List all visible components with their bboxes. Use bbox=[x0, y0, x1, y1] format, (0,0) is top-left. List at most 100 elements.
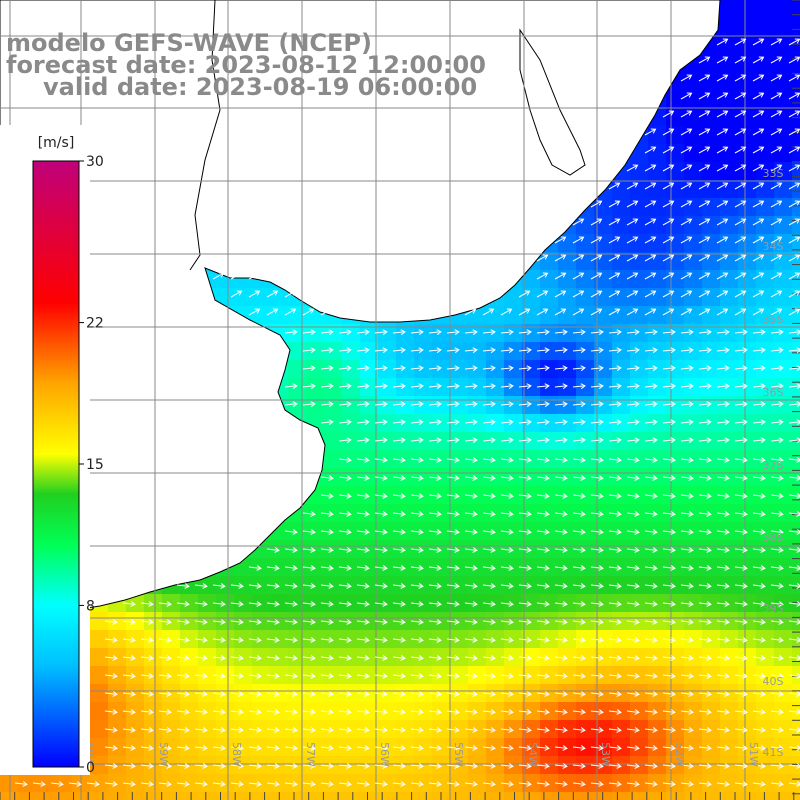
wind-cell bbox=[180, 720, 199, 739]
wind-cell bbox=[324, 738, 343, 757]
wind-arrow bbox=[680, 329, 694, 336]
wind-arrow bbox=[788, 547, 800, 553]
wind-cell bbox=[450, 324, 469, 343]
wind-cell bbox=[360, 720, 379, 739]
wind-cell bbox=[738, 450, 757, 469]
wind-cell bbox=[360, 576, 379, 595]
wind-cell bbox=[306, 774, 325, 793]
wind-cell bbox=[216, 648, 235, 667]
wind-cell bbox=[612, 684, 631, 703]
wind-arrow bbox=[680, 493, 694, 499]
wind-cell bbox=[684, 234, 703, 253]
wind-cell bbox=[432, 378, 451, 397]
wind-cell bbox=[774, 504, 793, 523]
wind-cell bbox=[522, 270, 541, 289]
lon-label: 58W bbox=[230, 742, 243, 767]
wind-arrow bbox=[752, 493, 766, 499]
wind-arrow bbox=[410, 457, 424, 463]
wind-arrow bbox=[338, 655, 352, 661]
wind-arrow bbox=[320, 529, 334, 535]
wind-arrow bbox=[554, 583, 568, 589]
wind-arrow bbox=[266, 583, 280, 589]
wind-cell bbox=[756, 324, 775, 343]
wind-cell bbox=[684, 72, 703, 91]
wind-cell bbox=[54, 792, 73, 800]
wind-cell bbox=[774, 486, 793, 505]
wind-cell bbox=[270, 648, 289, 667]
wind-arrow bbox=[554, 619, 568, 625]
colorbar-unit: [m/s] bbox=[38, 135, 75, 151]
wind-arrow bbox=[770, 529, 784, 535]
wind-arrow bbox=[482, 511, 496, 517]
wind-arrow bbox=[248, 619, 262, 625]
wind-cell bbox=[702, 756, 721, 775]
wind-arrow bbox=[680, 583, 694, 589]
wind-cell bbox=[612, 504, 631, 523]
wind-arrow bbox=[572, 763, 586, 769]
wind-cell bbox=[396, 522, 415, 541]
wind-arrow bbox=[680, 709, 694, 715]
wind-arrow bbox=[590, 419, 604, 426]
wind-arrow bbox=[752, 475, 766, 481]
wind-arrow bbox=[158, 673, 172, 679]
wind-arrow bbox=[104, 655, 118, 661]
wind-arrow bbox=[338, 401, 352, 408]
wind-arrow bbox=[788, 365, 800, 372]
wind-cell bbox=[648, 270, 667, 289]
wind-cell bbox=[432, 720, 451, 739]
wind-cell bbox=[342, 612, 361, 631]
wind-cell bbox=[648, 126, 667, 145]
wind-cell bbox=[612, 414, 631, 433]
wind-cell bbox=[558, 378, 577, 397]
wind-cell bbox=[630, 432, 649, 451]
wind-arrow bbox=[482, 583, 496, 589]
wind-cell bbox=[594, 612, 613, 631]
wind-arrow bbox=[266, 691, 280, 697]
wind-arrow bbox=[554, 329, 568, 336]
wind-cell bbox=[576, 288, 595, 307]
wind-arrow bbox=[536, 673, 550, 679]
wind-cell bbox=[324, 594, 343, 613]
wind-arrow bbox=[680, 128, 693, 136]
wind-arrow bbox=[680, 290, 693, 298]
wind-arrow bbox=[626, 182, 639, 190]
wind-arrow bbox=[518, 457, 532, 463]
wind-cell bbox=[648, 702, 667, 721]
wind-cell bbox=[468, 648, 487, 667]
wind-cell bbox=[450, 792, 469, 800]
wind-cell bbox=[324, 396, 343, 415]
wind-arrow bbox=[212, 745, 226, 751]
wind-arrow bbox=[752, 74, 765, 82]
wind-cell bbox=[792, 666, 800, 685]
wind-cell bbox=[540, 432, 559, 451]
wind-arrow bbox=[554, 365, 568, 372]
wind-arrow bbox=[518, 493, 532, 499]
wind-arrow bbox=[572, 547, 586, 553]
wind-cell bbox=[252, 756, 271, 775]
wind-arrow bbox=[302, 691, 316, 697]
wind-cell bbox=[360, 648, 379, 667]
wind-arrow bbox=[302, 745, 316, 751]
wind-arrow bbox=[608, 691, 622, 697]
wind-arrow bbox=[680, 74, 693, 82]
wind-cell bbox=[396, 612, 415, 631]
wind-cell bbox=[756, 90, 775, 109]
wind-arrow bbox=[770, 457, 784, 463]
wind-arrow bbox=[734, 583, 748, 589]
wind-arrow bbox=[752, 673, 766, 679]
wind-arrow bbox=[518, 308, 531, 316]
wind-cell bbox=[396, 378, 415, 397]
wind-cell bbox=[594, 738, 613, 757]
wind-cell bbox=[360, 432, 379, 451]
wind-cell bbox=[216, 702, 235, 721]
wind-arrow bbox=[698, 457, 712, 463]
wind-cell bbox=[720, 522, 739, 541]
wind-cell bbox=[774, 360, 793, 379]
wind-cell bbox=[342, 450, 361, 469]
wind-cell bbox=[774, 756, 793, 775]
wind-cell bbox=[234, 666, 253, 685]
wind-arrow bbox=[752, 347, 766, 354]
wind-cell bbox=[360, 342, 379, 361]
wind-cell bbox=[486, 738, 505, 757]
wind-cell bbox=[288, 306, 307, 325]
